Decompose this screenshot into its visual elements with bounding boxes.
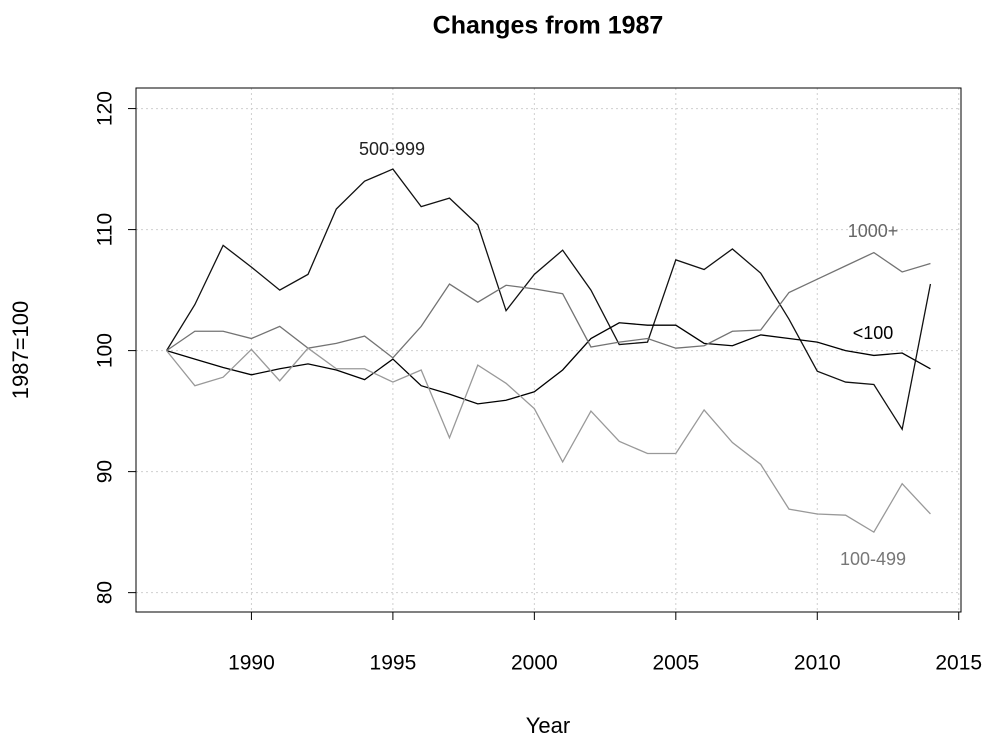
- y-tick-label: 100: [94, 333, 117, 368]
- series-label: <100: [853, 323, 894, 343]
- series-label: 1000+: [848, 221, 899, 241]
- series-label: 500-999: [359, 139, 425, 159]
- y-tick-label: 110: [94, 213, 117, 246]
- y-tick-label: 80: [94, 581, 117, 604]
- x-tick-label: 1990: [228, 652, 275, 675]
- y-tick-label: 120: [94, 91, 117, 126]
- series-line: [166, 168, 932, 431]
- x-tick-label: 2015: [935, 652, 982, 675]
- x-tick-label: 1995: [370, 652, 417, 675]
- series-line: [166, 322, 931, 405]
- x-tick-label: 2000: [511, 652, 558, 675]
- plot-frame: [135, 87, 962, 613]
- x-tick-label: 2005: [652, 652, 699, 675]
- series-line: [166, 347, 931, 534]
- series-label: 100-499: [840, 549, 906, 569]
- x-tick-label: 2010: [794, 652, 841, 675]
- chart-title: Changes from 1987: [433, 12, 664, 40]
- y-axis-label: 1987=100: [8, 301, 33, 400]
- x-axis-label: Year: [526, 713, 570, 738]
- y-tick-label: 90: [94, 460, 117, 483]
- series-line: [166, 251, 931, 359]
